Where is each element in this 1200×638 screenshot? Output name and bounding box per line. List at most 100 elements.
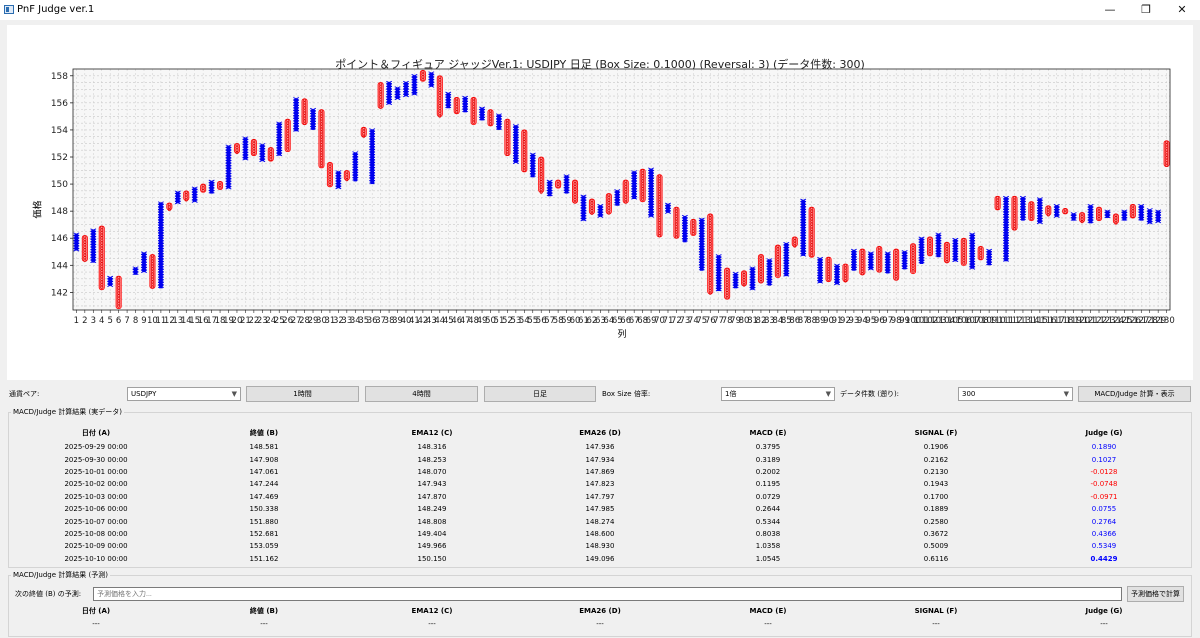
cell-judge: 0.0755	[1091, 505, 1117, 514]
timeframe-1h-button[interactable]: 1時間	[246, 386, 359, 402]
pnf-x-mark	[157, 211, 164, 216]
pnf-x-mark	[157, 229, 164, 234]
x-tick-label: 56	[536, 316, 547, 326]
cell-judge: 0.4366	[1091, 529, 1117, 538]
pnf-x-mark	[495, 121, 502, 125]
timeframe-4h-button[interactable]: 4時間	[365, 386, 478, 402]
cell-signal: 0.1700	[923, 492, 949, 501]
x-tick-label: 70	[654, 316, 665, 326]
x-tick-label: 13	[172, 316, 183, 326]
pair-label: 通貨ペア:	[9, 390, 40, 398]
pnf-x-mark	[580, 210, 587, 214]
pnf-x-mark	[157, 245, 164, 249]
pnf-x-mark	[1138, 211, 1145, 216]
pair-select[interactable]: USDJPY ▼	[127, 387, 241, 401]
cell-close: 148.581	[249, 443, 279, 452]
pnf-x-mark	[715, 272, 722, 276]
pnf-x-mark	[369, 169, 376, 174]
cell-macd: 0.2002	[755, 467, 781, 476]
timeframe-daily-button[interactable]: 日足	[484, 386, 596, 402]
pnf-x-mark	[969, 237, 976, 242]
x-tick-label: 38	[384, 316, 395, 326]
pnf-x-mark	[141, 264, 147, 268]
pnf-x-mark	[157, 261, 164, 265]
pnf-x-mark	[783, 260, 790, 264]
pnf-o-mark	[1165, 164, 1169, 168]
pnf-x-mark	[1104, 214, 1111, 219]
cell-macd: 0.1195	[755, 480, 781, 489]
calc-display-button[interactable]: MACD/Judge 計算・表示	[1078, 386, 1191, 402]
x-tick-label: 49	[477, 316, 488, 326]
pnf-x-mark	[462, 95, 469, 100]
boxsize-select[interactable]: 1倍 ▼	[721, 387, 835, 401]
pnf-x-mark	[1003, 211, 1010, 215]
prediction-price-input[interactable]	[93, 587, 1122, 601]
x-tick-label: 79	[730, 316, 741, 326]
pnf-x-mark	[580, 199, 587, 204]
pnf-x-mark	[495, 123, 502, 128]
pnf-x-mark	[698, 233, 705, 237]
pnf-o-mark	[1097, 217, 1101, 221]
pnf-x-mark	[546, 179, 553, 184]
cell-date: 2025-10-08 00:00	[64, 529, 128, 538]
maximize-button[interactable]: ❐	[1141, 3, 1151, 16]
cell-ema12: 148.249	[417, 505, 447, 514]
pnf-x-mark	[648, 172, 655, 177]
pnf-x-mark	[428, 73, 435, 78]
pnf-x-mark	[664, 205, 671, 209]
pnf-x-mark	[428, 81, 435, 86]
minimize-button[interactable]: —	[1104, 3, 1116, 16]
cell-signal: 0.2162	[923, 455, 949, 464]
pnf-x-mark	[648, 209, 655, 213]
pnf-x-mark	[715, 267, 722, 271]
cell-judge: 0.5349	[1091, 542, 1117, 551]
pnf-o-mark	[286, 147, 290, 151]
pnf-o-mark	[472, 120, 476, 124]
predict-calc-button[interactable]: 予測価格で計算	[1127, 586, 1184, 602]
pnf-x-mark	[529, 155, 536, 159]
pnf-x-column	[632, 171, 636, 199]
plot-background	[73, 69, 1170, 310]
x-tick-label: 65	[612, 316, 623, 326]
x-tick-label: 86	[789, 316, 800, 326]
cell-macd: 0.3189	[755, 455, 781, 464]
pnf-x-mark	[935, 250, 942, 255]
x-tick-label: 106	[956, 316, 972, 326]
pnf-x-mark	[225, 183, 232, 187]
x-tick-label: 102	[922, 316, 938, 326]
cell-date: 2025-10-02 00:00	[64, 480, 128, 489]
pnf-x-mark	[1087, 209, 1094, 213]
pnf-x-mark	[834, 268, 841, 273]
pnf-x-mark	[783, 249, 790, 254]
close-button[interactable]: ✕	[1177, 3, 1187, 16]
pnf-x-mark	[1155, 217, 1162, 221]
pnf-x-mark	[73, 232, 80, 236]
pnf-x-mark	[631, 193, 638, 198]
pnf-x-mark	[986, 248, 993, 253]
pnf-x-mark	[783, 241, 790, 246]
pnf-x-mark	[884, 259, 891, 263]
pnf-x-column	[1088, 205, 1093, 224]
pnf-x-mark	[766, 273, 773, 278]
pnf-x-mark	[749, 274, 756, 278]
pnf-x-mark	[563, 179, 570, 183]
pnf-x-mark	[867, 261, 874, 266]
pnf-x-mark	[648, 203, 655, 208]
pnf-o-mark	[911, 269, 915, 273]
pnf-o-column	[741, 270, 748, 287]
pnf-x-mark	[512, 150, 519, 154]
pnf-x-mark	[783, 247, 790, 251]
pnf-x-mark	[631, 188, 638, 192]
cell-ema12: 148.808	[417, 517, 447, 526]
cell-ema26: 149.096	[585, 554, 615, 563]
x-tick-label: 24	[265, 316, 276, 326]
pnf-x-mark	[369, 164, 376, 169]
pnf-x-mark	[191, 196, 198, 201]
pnf-x-mark	[157, 271, 164, 275]
pnf-x-mark	[225, 170, 232, 174]
pnf-x-mark	[495, 126, 502, 130]
pnf-x-mark	[369, 138, 376, 143]
cell-date: 2025-10-03 00:00	[64, 492, 128, 501]
pnf-x-mark	[664, 202, 671, 207]
count-select[interactable]: 300 ▼	[958, 387, 1073, 401]
